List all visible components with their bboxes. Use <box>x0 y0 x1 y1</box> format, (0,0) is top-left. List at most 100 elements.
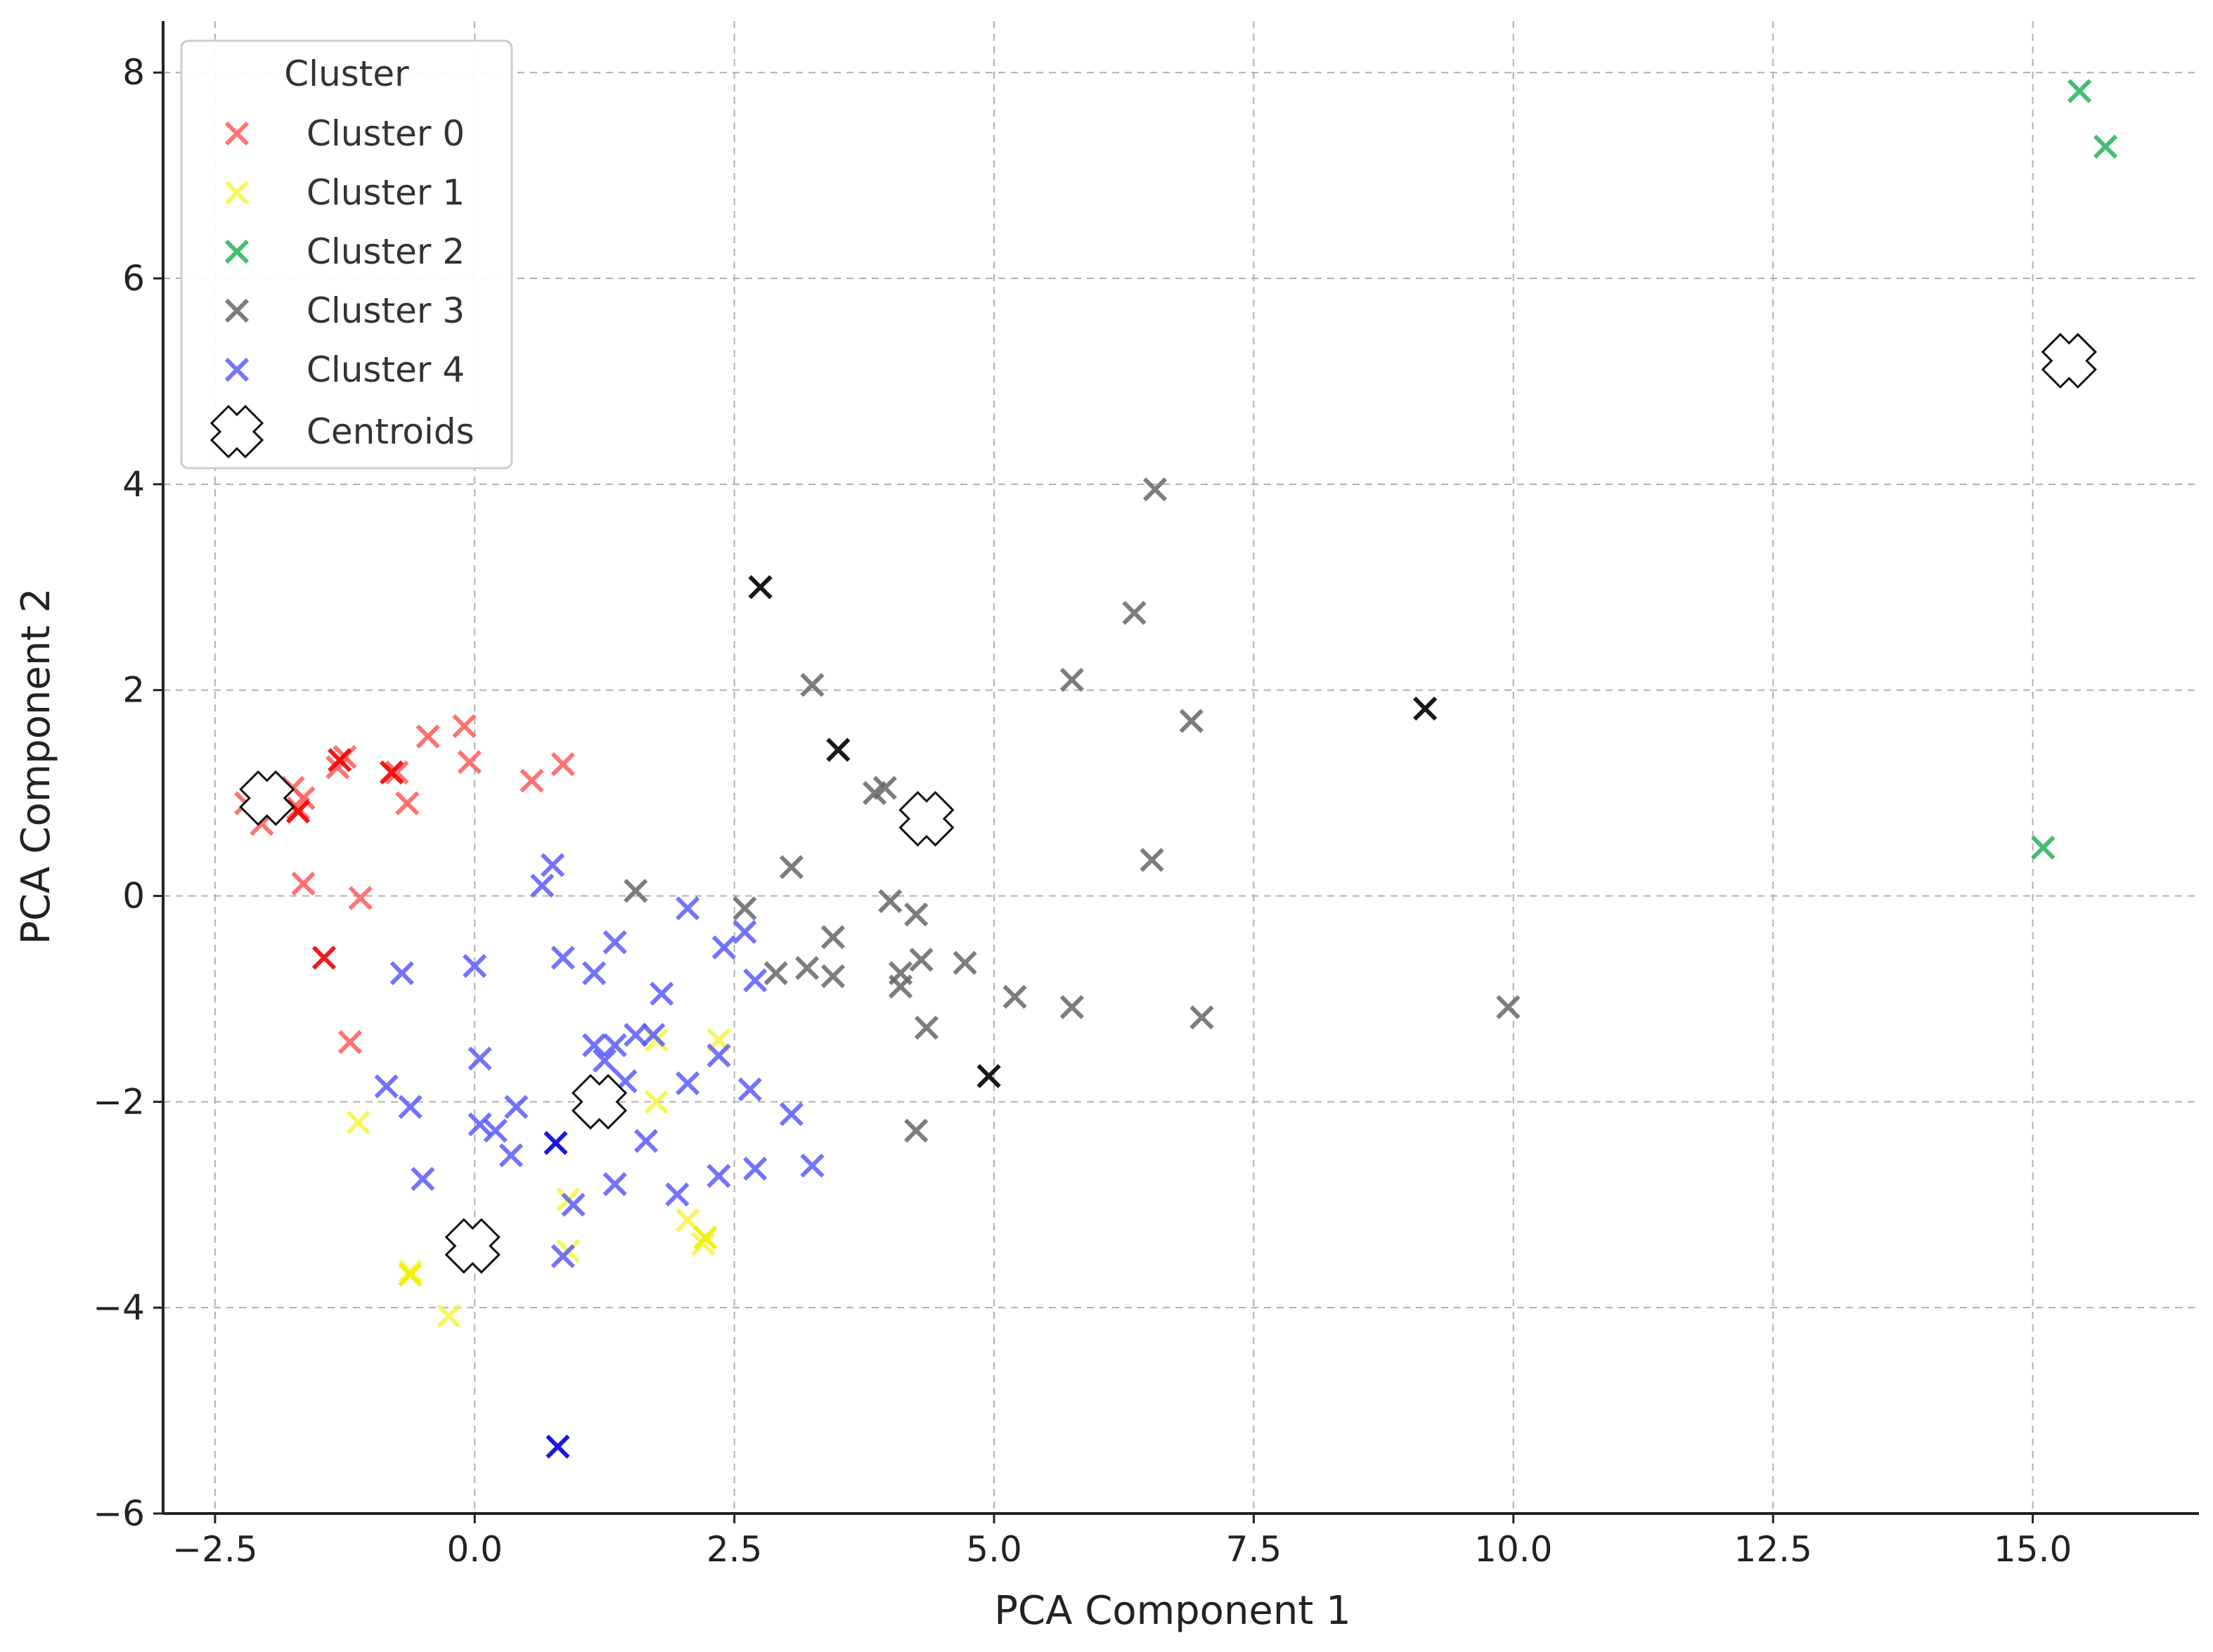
x-tick-label: 7.5 <box>1226 1529 1282 1570</box>
legend-label-centroids: Centroids <box>307 411 475 452</box>
cluster-4-point <box>540 853 565 877</box>
legend-title: Cluster <box>284 53 409 94</box>
cluster-4-point <box>737 1077 762 1102</box>
cluster-4-point <box>624 1023 648 1047</box>
cluster-1-point <box>691 1232 716 1256</box>
cluster-4-point <box>733 919 757 944</box>
legend-label-cluster-3: Cluster 3 <box>307 290 465 331</box>
cluster-3-point <box>1122 600 1147 626</box>
legend-marker-cluster-3 <box>224 298 250 323</box>
cluster-4-point <box>561 1192 586 1217</box>
cluster-4-point <box>707 1163 731 1188</box>
cluster-4-point <box>389 961 414 986</box>
cluster-1-point <box>346 1110 370 1135</box>
cluster-2-point <box>2093 134 2118 159</box>
cluster-4-point <box>602 1172 627 1196</box>
cluster-3-point <box>779 855 804 879</box>
cluster-4-point <box>592 1048 617 1073</box>
cluster-4-point <box>374 1074 399 1099</box>
cluster-3-point <box>872 775 898 800</box>
data-points <box>234 79 2118 1459</box>
cluster-0-point <box>550 751 575 777</box>
cluster-1-point <box>676 1208 700 1232</box>
legend-items: Cluster 0 Cluster 1 Cluster 2 Cluster 3 Clus… <box>209 113 475 459</box>
cluster-0-point <box>520 768 544 793</box>
centroid-marker <box>239 770 295 827</box>
cluster-3-point <box>1179 709 1204 733</box>
cluster-1-point <box>644 1090 669 1114</box>
centroid-marker <box>571 1073 628 1130</box>
overlap-point <box>976 1064 1001 1088</box>
centroid-marker <box>444 1218 501 1274</box>
x-tick-label: 15.0 <box>1994 1529 2072 1570</box>
cluster-4-point <box>483 1118 508 1143</box>
y-axis-label: PCA Component 2 <box>13 588 59 945</box>
overlap-point <box>543 1130 568 1156</box>
overlap-point <box>826 737 851 762</box>
cluster-4-point <box>779 1102 804 1127</box>
cluster-4-point <box>504 1095 529 1119</box>
cluster-3-point <box>820 924 846 950</box>
legend-marker-cluster-1 <box>224 180 250 205</box>
cluster-4-point <box>411 1167 435 1192</box>
cluster-0-point <box>385 760 409 785</box>
centroid-marker <box>898 791 955 847</box>
overlap-point <box>748 575 773 600</box>
y-tick-label: 2 <box>122 670 145 711</box>
legend-label-cluster-4: Cluster 4 <box>307 349 465 390</box>
x-tick-label: 2.5 <box>707 1529 763 1570</box>
x-axis-label: PCA Component 1 <box>994 1588 1351 1634</box>
cluster-3-point <box>800 673 825 697</box>
cluster-0-point <box>457 750 482 775</box>
cluster-4-point <box>398 1095 422 1119</box>
x-tick-label: −2.5 <box>172 1529 257 1570</box>
cluster-3-point <box>794 955 820 981</box>
cluster-4-point <box>676 1071 700 1096</box>
cluster-4-point <box>550 946 575 970</box>
cluster-0-point <box>325 755 350 780</box>
y-tick-label: 4 <box>122 464 145 505</box>
cluster-4-point <box>711 935 737 960</box>
overlap-point <box>1413 696 1438 721</box>
legend-label-cluster-0: Cluster 0 <box>307 113 465 154</box>
cluster-3-point <box>953 950 977 975</box>
cluster-3-point <box>733 896 757 921</box>
cluster-3-point <box>888 974 913 999</box>
cluster-3-point <box>820 964 846 988</box>
cluster-2-point <box>2067 79 2092 103</box>
cluster-1-point <box>398 1259 422 1284</box>
cluster-0-point <box>337 1030 363 1054</box>
overlap-point <box>693 1225 718 1250</box>
cluster-4-point <box>550 1244 575 1269</box>
x-tick-label: 12.5 <box>1734 1529 1812 1570</box>
cluster-4-point <box>463 953 487 979</box>
cluster-0-point <box>348 886 373 910</box>
centroid-marker <box>2041 333 2097 389</box>
y-tick-label: −4 <box>93 1287 145 1328</box>
legend-marker-centroids <box>209 404 264 459</box>
y-tick-label: 0 <box>122 876 145 917</box>
cluster-3-point <box>904 902 929 927</box>
legend-marker-cluster-4 <box>224 357 250 382</box>
cluster-3-point <box>878 889 903 913</box>
cluster-4-point <box>743 1156 768 1181</box>
cluster-3-point <box>1059 667 1084 692</box>
y-tick-label: 8 <box>122 52 145 93</box>
cluster-4-point <box>665 1182 690 1207</box>
cluster-3-point <box>1002 984 1027 1009</box>
cluster-0-point <box>415 724 440 749</box>
cluster-3-point <box>914 1015 939 1040</box>
cluster-3-point <box>624 879 648 903</box>
legend-box <box>180 39 513 470</box>
y-tick-label: 6 <box>122 258 145 299</box>
cluster-4-point <box>582 961 607 986</box>
cluster-4-point <box>467 1046 492 1071</box>
cluster-4-point <box>676 896 700 921</box>
y-tick-label: −6 <box>93 1493 145 1534</box>
cluster-3-point <box>1059 995 1084 1019</box>
cluster-3-point <box>1140 848 1164 872</box>
x-tick-label: 0.0 <box>446 1529 503 1570</box>
cluster-3-point <box>909 948 934 972</box>
